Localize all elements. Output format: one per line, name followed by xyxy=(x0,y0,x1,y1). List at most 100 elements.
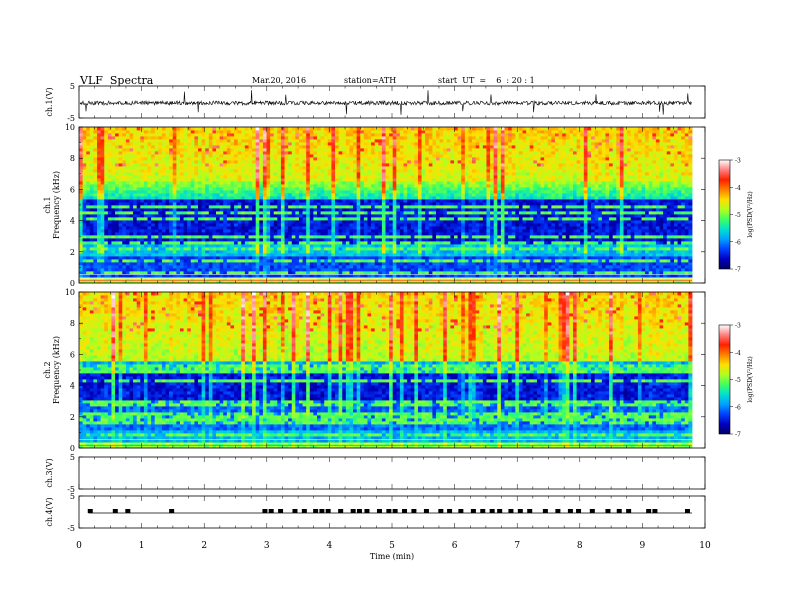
ch1_spec-cell xyxy=(328,205,332,208)
ch1_spec-cell xyxy=(432,202,436,205)
ch1_spec-cell xyxy=(393,214,397,217)
ch1_spec-cell xyxy=(339,241,343,244)
ch1_spec-cell xyxy=(486,271,490,274)
ch1_spec-cell xyxy=(526,262,530,265)
ch1_spec-cell xyxy=(295,238,299,241)
ch1_spec-cell xyxy=(631,223,635,226)
ch1_spec-cell xyxy=(328,262,332,265)
ch1_spec-cell xyxy=(555,217,559,220)
ch1_spec-cell xyxy=(418,247,422,250)
ch1_spec-cell xyxy=(367,220,371,223)
ch1_spec-cell xyxy=(97,214,101,217)
ch1_spec-cell xyxy=(137,241,141,244)
ch1_spec-cell xyxy=(187,253,191,256)
ch1_spec-cell xyxy=(148,238,152,241)
ch1_spec-cell xyxy=(364,211,368,214)
ch1_spec-cell xyxy=(378,235,382,238)
ch1_spec-cell xyxy=(310,235,314,238)
ch1_spec-cell xyxy=(220,253,224,256)
ch1_spec-cell xyxy=(688,241,692,244)
ch1_spec-cell xyxy=(569,217,573,220)
ch1_spec-cell xyxy=(472,259,476,262)
ch1_spec-cell xyxy=(248,217,252,220)
ch1_spec-cell xyxy=(108,223,112,226)
ch1_spec-cell xyxy=(86,241,90,244)
ch1_spec-cell xyxy=(382,253,386,256)
ch1_spec-cell xyxy=(631,262,635,265)
ch1_spec-cell xyxy=(468,277,472,280)
ch1_spec-cell xyxy=(530,199,534,202)
ch1_spec-cell xyxy=(277,217,281,220)
ch1_spec-cell xyxy=(616,253,620,256)
ch1_spec-cell xyxy=(663,259,667,262)
ch1_spec-cell xyxy=(649,229,653,232)
ch1_spec-cell xyxy=(609,250,613,253)
ch1_spec-cell xyxy=(111,253,115,256)
ch1_spec-cell xyxy=(490,241,494,244)
ch1_spec-cell xyxy=(559,241,563,244)
ch1_spec-cell xyxy=(277,247,281,250)
ch1_spec-cell xyxy=(533,241,537,244)
ch1_spec-cell xyxy=(245,271,249,274)
ch1_spec-cell xyxy=(519,220,523,223)
ch1_spec-cell xyxy=(241,223,245,226)
ch1_spec-cell xyxy=(479,229,483,232)
ch1_spec-cell xyxy=(79,199,83,202)
ch1_spec-cell xyxy=(458,208,462,211)
ch1_spec-cell xyxy=(357,223,361,226)
ch1_spec-cell xyxy=(158,241,162,244)
ch1_spec-cell xyxy=(140,235,144,238)
ch1_spec-cell xyxy=(591,232,595,235)
ch1_spec-cell xyxy=(209,202,213,205)
ch1_spec-cell xyxy=(86,199,90,202)
ch1_spec-cell xyxy=(623,229,627,232)
ch1_spec-cell xyxy=(101,256,105,259)
ch1_spec-cell xyxy=(386,235,390,238)
ch1_spec-cell xyxy=(198,247,202,250)
ch1_spec-cell xyxy=(176,202,180,205)
ch1_spec-cell xyxy=(166,229,170,232)
ch1_spec-cell xyxy=(587,256,591,259)
ch1_spec-cell xyxy=(422,265,426,268)
ch1_spec-cell xyxy=(328,241,332,244)
ch1_spec-cell xyxy=(270,253,274,256)
ch1_spec-cell xyxy=(562,256,566,259)
ch1_spec-cell xyxy=(422,238,426,241)
ch1_spec-cell xyxy=(212,268,216,271)
ch1_spec-cell xyxy=(530,238,534,241)
ch1_spec-cell xyxy=(425,217,429,220)
ch1_spec-cell xyxy=(544,226,548,229)
ch1_spec-cell xyxy=(688,211,692,214)
ch1_spec-cell xyxy=(681,208,685,211)
ch1_spec-cell xyxy=(530,205,534,208)
ch1_spec-cell xyxy=(587,226,591,229)
ch1_spec-cell xyxy=(523,229,527,232)
ch1_spec-cell xyxy=(447,262,451,265)
ch1_spec-cell xyxy=(501,199,505,202)
ch1_spec-cell xyxy=(450,247,454,250)
ch1_spec-cell xyxy=(281,211,285,214)
ch1_spec-cell xyxy=(220,217,224,220)
ch1_spec-cell xyxy=(422,244,426,247)
ch1_spec-cell xyxy=(559,268,563,271)
ch1_spec-cell xyxy=(220,229,224,232)
ch1_spec-cell xyxy=(212,211,216,214)
ch1_spec-cell xyxy=(137,217,141,220)
ch1_spec-cell xyxy=(339,202,343,205)
ch1_spec-cell xyxy=(494,244,498,247)
ch1_spec-cell xyxy=(83,217,87,220)
ch1_spec-cell xyxy=(335,202,339,205)
ch1_spec-cell xyxy=(256,205,260,208)
ch1_spec-cell xyxy=(605,202,609,205)
ch1_spec-cell xyxy=(375,244,379,247)
ch1_spec-cell xyxy=(573,232,577,235)
ch1_spec-cell xyxy=(577,202,581,205)
ch1_spec-cell xyxy=(148,247,152,250)
ch1_spec-cell xyxy=(83,262,87,265)
ch1_spec-cell xyxy=(656,259,660,262)
ch1_spec-cell xyxy=(479,259,483,262)
ch1_spec-cell xyxy=(580,268,584,271)
ch1_spec-cell xyxy=(126,256,130,259)
ch1_spec-cell xyxy=(591,217,595,220)
ch1_spec-cell xyxy=(86,217,90,220)
